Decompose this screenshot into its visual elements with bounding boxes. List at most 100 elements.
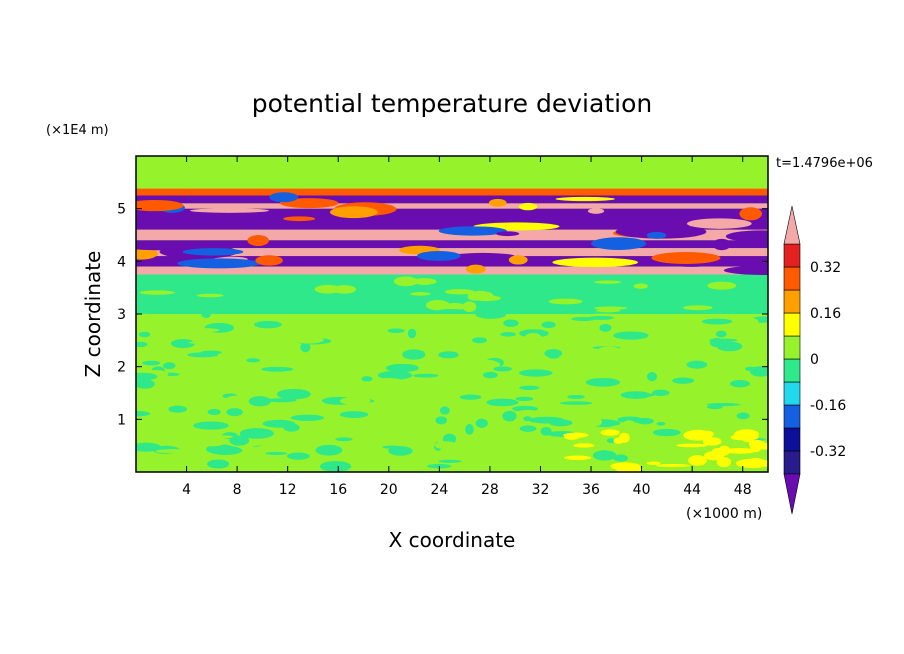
contour-patch	[247, 342, 263, 354]
contour-patch	[613, 437, 625, 444]
contour-patch	[439, 406, 450, 415]
contour-patch	[261, 366, 294, 372]
contour-patch	[283, 423, 300, 432]
y-unit-label: (×1E4 m)	[46, 123, 109, 138]
contour-patch	[407, 328, 417, 339]
contour-patch	[576, 439, 612, 445]
contour-patch	[225, 297, 258, 309]
contour-patch	[332, 285, 357, 294]
contour-patch	[417, 444, 428, 451]
contour-patch	[686, 360, 708, 369]
contour-patch	[672, 377, 695, 384]
contour-patch	[207, 459, 230, 469]
contour-patch	[300, 342, 311, 353]
contour-filament	[646, 231, 667, 239]
contour-patch	[438, 459, 462, 463]
contour-patch	[229, 435, 250, 446]
colorbar-bin	[783, 358, 801, 383]
x-axis-label: X coordinate	[389, 528, 516, 552]
x-unit-label: (×1000 m)	[686, 506, 762, 522]
contour-patch	[624, 410, 635, 418]
contour-patch	[224, 289, 239, 293]
contour-patch	[193, 421, 229, 430]
contour-patch	[606, 289, 630, 296]
contour-patch	[715, 330, 727, 338]
contour-patch	[516, 409, 539, 416]
contour-patch	[402, 349, 426, 360]
contour-patch	[139, 290, 175, 295]
contour-patch	[147, 351, 160, 357]
contour-patch	[631, 295, 653, 300]
contour-patch	[736, 412, 750, 420]
contour-patch	[621, 392, 655, 398]
contour-patch	[563, 432, 589, 438]
contour-patch	[749, 457, 763, 462]
contour-patch	[136, 379, 155, 389]
contour-patch	[641, 300, 651, 312]
contour-patch	[321, 383, 344, 394]
contour-patch	[734, 429, 760, 440]
contour-band	[136, 195, 768, 204]
contour-patch	[405, 302, 414, 308]
x-axis-ticks: 4 8 12 16 20 24 28 32 36 40 44 48	[182, 156, 752, 498]
contour-band	[136, 256, 768, 267]
contour-patch	[522, 278, 537, 290]
contour-patch	[136, 313, 156, 324]
x-tick-label: 20	[380, 482, 398, 498]
contour-band	[136, 208, 768, 230]
contour-filament	[136, 199, 184, 212]
contour-patch	[465, 423, 474, 435]
contour-patch	[385, 363, 420, 373]
contour-patch	[353, 463, 374, 468]
contour-patch	[273, 457, 282, 465]
contour-filament	[448, 252, 517, 261]
contour-patch	[636, 417, 654, 425]
contour-patch	[475, 418, 488, 428]
contour-patch	[646, 372, 658, 382]
x-tick-label: 36	[582, 482, 600, 498]
contour-patch	[475, 309, 507, 319]
contour-patch	[171, 380, 196, 389]
contour-patch	[541, 321, 556, 329]
contour-filament	[518, 202, 538, 211]
contour-patch	[136, 341, 148, 348]
contour-patch	[136, 283, 153, 289]
x-tick-label: 32	[532, 482, 550, 498]
contour-patch	[500, 332, 516, 337]
contour-patch	[246, 358, 260, 363]
contour-patch	[702, 437, 722, 446]
contour-patch	[196, 293, 224, 298]
contour-filament	[488, 198, 507, 207]
contour-patch	[651, 389, 670, 396]
contour-patch	[381, 418, 399, 422]
contour-patch	[155, 449, 191, 454]
contour-filament	[591, 237, 647, 250]
contour-patch	[467, 293, 483, 301]
contour-patch	[348, 353, 360, 360]
contour-patch	[716, 341, 743, 352]
contour-patch	[198, 332, 221, 343]
contour-filament	[552, 257, 638, 268]
colorbar-label: 0.16	[810, 306, 841, 322]
contour-patch	[486, 398, 519, 407]
contour-patch	[716, 456, 732, 468]
contour-patch	[339, 397, 371, 405]
contour-patch	[413, 307, 429, 313]
contour-filament	[136, 241, 212, 251]
y-tick-label: 3	[117, 307, 126, 323]
contour-patch	[750, 443, 768, 450]
contour-patch	[138, 331, 151, 338]
contour-patch	[745, 366, 757, 372]
contour-band	[136, 266, 768, 275]
contour-patch	[188, 341, 221, 345]
contour-patch	[629, 441, 646, 445]
contour-patch	[573, 443, 595, 448]
contour-patch	[711, 447, 729, 454]
contour-patch	[585, 377, 620, 387]
contour-filament	[587, 208, 605, 214]
contour-patch	[724, 447, 757, 454]
contour-patch	[136, 410, 151, 417]
contour-filament	[615, 224, 707, 239]
contour-patch	[339, 411, 369, 419]
contour-patch	[592, 450, 617, 461]
